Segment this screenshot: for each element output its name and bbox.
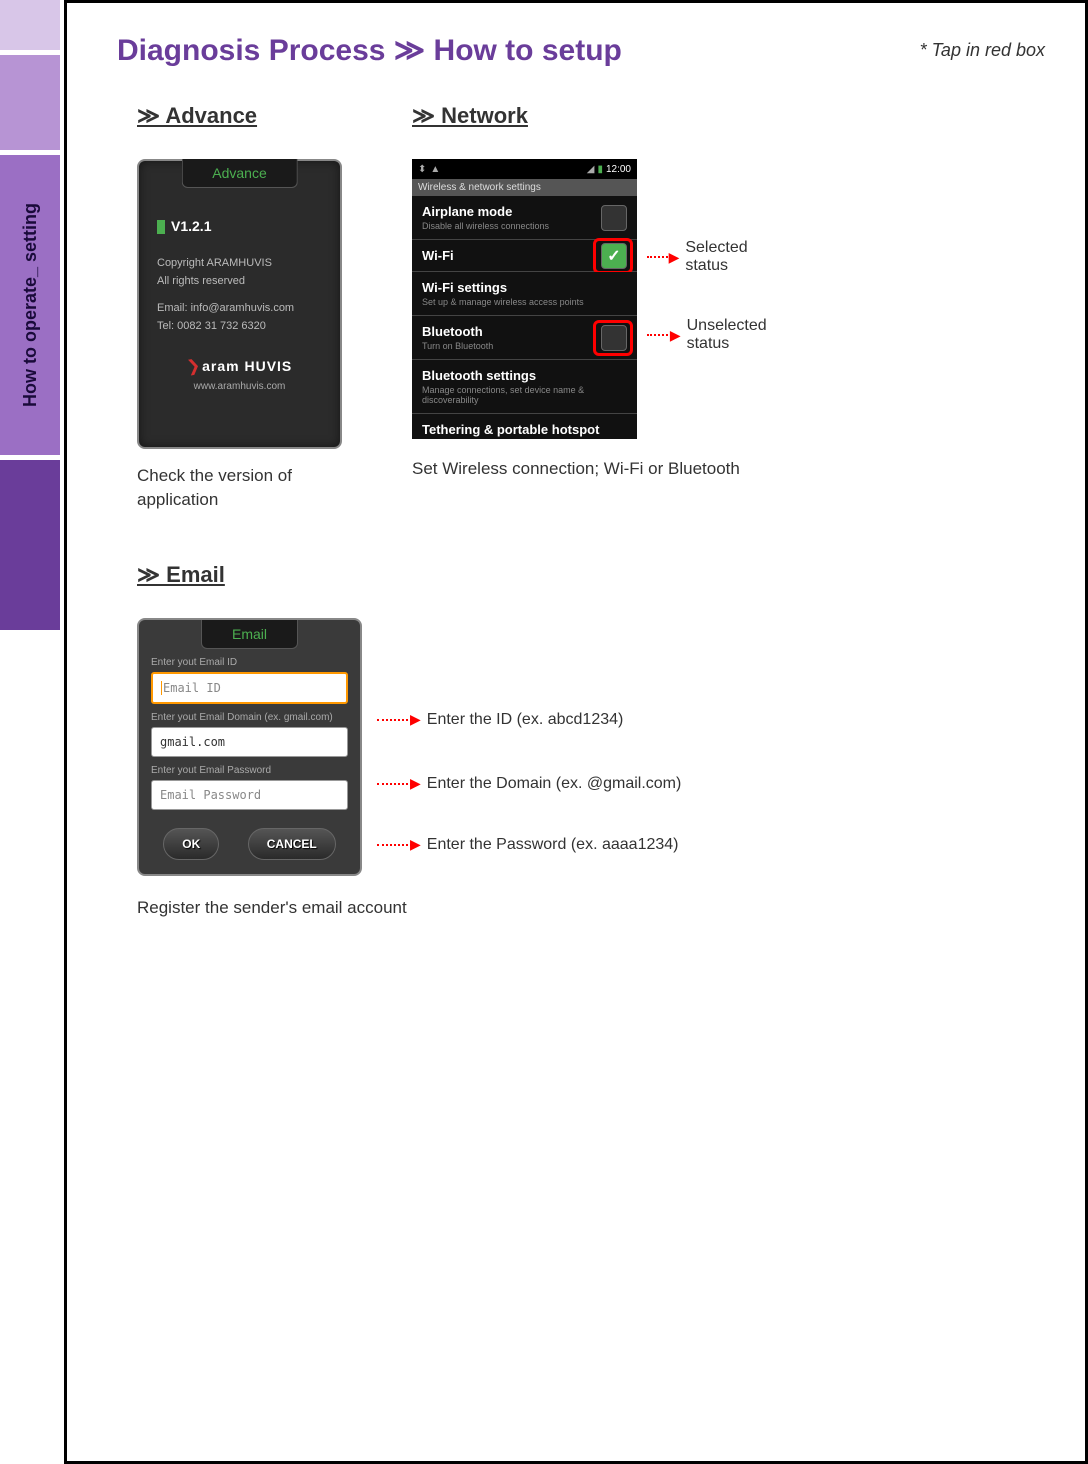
network-item-sub: Set up & manage wireless access points [422, 297, 627, 307]
email-mock-wrap: Email Enter yout Email ID Email ID Enter… [137, 618, 1045, 876]
arrow-line [647, 334, 672, 336]
annot-unselected-text: Unselected status [687, 317, 777, 353]
arrow-line [377, 719, 412, 721]
email-line: Email: info@aramhuvis.com [157, 300, 322, 318]
notif-icon: ▲ [430, 164, 440, 175]
advance-info: Copyright ARAMHUVIS All rights reserved … [157, 255, 322, 335]
arrow-line [377, 844, 412, 846]
page-title: Diagnosis Process ≫ How to setup [117, 33, 622, 68]
network-item[interactable]: Airplane mode Disable all wireless connec… [412, 196, 637, 240]
network-item[interactable]: Wi-Fi✓ [412, 240, 637, 272]
network-item-sub: Disable all wireless connections [422, 221, 627, 231]
arrow-head-icon: ▶ [410, 711, 421, 728]
label-email-domain: Enter yout Email Domain (ex. gmail.com) [139, 704, 360, 727]
sidebar: How to operate_ setting [0, 0, 60, 1464]
status-right: ◢ ▮ 12:00 [587, 164, 631, 175]
page: Diagnosis Process ≫ How to setup * Tap i… [64, 0, 1088, 1464]
annot-selected-text: Selected status [685, 239, 759, 275]
advance-heading: ≫ Advance [137, 103, 342, 129]
annotation-unselected: ▶ Unselected status [647, 317, 777, 353]
network-column: ≫ Network ⬍ ▲ ◢ ▮ 12:00 Wirele [412, 103, 740, 512]
settings-header: Wireless & network settings [412, 179, 637, 196]
sidebar-block-1 [0, 0, 60, 50]
cancel-button[interactable]: CANCEL [248, 828, 336, 860]
email-tab[interactable]: Email [201, 620, 298, 649]
email-id-input[interactable]: Email ID [151, 672, 348, 704]
email-section: ≫ Email Email Enter yout Email ID Email … [137, 562, 1045, 918]
annotation-email-pw: ▶ Enter the Password (ex. aaaa1234) [377, 836, 678, 854]
network-item-sub: Manage connections, set device name & di… [422, 385, 627, 405]
sidebar-block-4 [0, 460, 60, 630]
annot-pw-text: Enter the Password (ex. aaaa1234) [427, 836, 679, 854]
annot-id-text: Enter the ID (ex. abcd1234) [427, 711, 624, 729]
arrow-head-icon: ▶ [410, 775, 421, 792]
network-wrap: ⬍ ▲ ◢ ▮ 12:00 Wireless & network setting… [412, 159, 740, 439]
network-mockup: ⬍ ▲ ◢ ▮ 12:00 Wireless & network setting… [412, 159, 637, 439]
red-highlight-box [593, 320, 633, 356]
network-item-title: Airplane mode [422, 204, 627, 219]
network-heading: ≫ Network [412, 103, 740, 129]
title-row: Diagnosis Process ≫ How to setup * Tap i… [117, 33, 1045, 68]
network-item[interactable]: Wi-Fi settings Set up & manage wireless a… [412, 272, 637, 316]
network-items: Airplane mode Disable all wireless connec… [412, 196, 637, 439]
checkbox-unchecked[interactable] [601, 205, 627, 231]
email-buttons: OK CANCEL [139, 828, 360, 860]
arrow-line [647, 256, 671, 258]
arrow-line [377, 783, 412, 785]
status-left: ⬍ ▲ [418, 164, 440, 175]
arrow-head-icon: ▶ [410, 836, 421, 853]
network-item-title: Wi-Fi settings [422, 280, 627, 295]
annot-domain-text: Enter the Domain (ex. @gmail.com) [427, 775, 682, 793]
annotation-selected: ▶ Selected status [647, 239, 759, 275]
usb-icon: ⬍ [418, 164, 426, 175]
version-text: V1.2.1 [171, 216, 211, 237]
email-mockup: Email Enter yout Email ID Email ID Enter… [137, 618, 362, 876]
network-caption: Set Wireless connection; Wi-Fi or Blueto… [412, 459, 740, 479]
tap-note: * Tap in red box [920, 40, 1045, 61]
label-email-pw: Enter yout Email Password [139, 757, 360, 780]
advance-body: V1.2.1 Copyright ARAMHUVIS All rights re… [139, 161, 340, 404]
tel-line: Tel: 0082 31 732 6320 [157, 318, 322, 336]
logo-url: www.aramhuvis.com [157, 379, 322, 394]
sidebar-block-2 [0, 55, 60, 150]
copyright-line-2: All rights reserved [157, 273, 322, 291]
advance-column: ≫ Advance Advance V1.2.1 Copyright ARAMH… [137, 103, 342, 512]
advance-caption: Check the version of application [137, 464, 342, 512]
email-domain-input[interactable]: gmail.com [151, 727, 348, 757]
network-item[interactable]: BluetoothTurn on Bluetooth [412, 316, 637, 360]
email-pw-input[interactable]: Email Password [151, 780, 348, 810]
advance-mockup: Advance V1.2.1 Copyright ARAMHUVIS All r… [137, 159, 342, 449]
arrow-head-icon: ▶ [669, 249, 680, 266]
logo-text: aram HUVIS [202, 358, 292, 374]
battery-icon [157, 220, 165, 234]
wifi-icon: ◢ [587, 164, 595, 175]
logo-swoosh-icon: ❯ [185, 354, 202, 380]
annotation-email-id: ▶ Enter the ID (ex. abcd1234) [377, 711, 623, 729]
ok-button[interactable]: OK [163, 828, 219, 860]
network-item[interactable]: Tethering & portable hotspot [412, 414, 637, 439]
label-email-id: Enter yout Email ID [139, 649, 360, 672]
sidebar-block-main: How to operate_ setting [0, 155, 60, 455]
email-heading: ≫ Email [137, 562, 1045, 588]
sidebar-label: How to operate_ setting [20, 203, 41, 407]
red-highlight-box [593, 238, 633, 274]
clock-text: 12:00 [606, 164, 631, 175]
version-row: V1.2.1 [157, 216, 322, 237]
batt-icon: ▮ [597, 164, 603, 175]
arrow-head-icon: ▶ [670, 327, 681, 344]
annotation-email-domain: ▶ Enter the Domain (ex. @gmail.com) [377, 775, 681, 793]
row-1: ≫ Advance Advance V1.2.1 Copyright ARAMH… [137, 103, 1045, 512]
status-bar: ⬍ ▲ ◢ ▮ 12:00 [412, 159, 637, 179]
advance-logo: ❯aram HUVIS www.aramhuvis.com [157, 355, 322, 394]
copyright-line-1: Copyright ARAMHUVIS [157, 255, 322, 273]
network-item-title: Tethering & portable hotspot [422, 422, 627, 437]
network-item-title: Bluetooth settings [422, 368, 627, 383]
network-item[interactable]: Bluetooth settings Manage connections, se… [412, 360, 637, 414]
email-caption: Register the sender's email account [137, 898, 1045, 918]
advance-tab[interactable]: Advance [181, 159, 297, 188]
